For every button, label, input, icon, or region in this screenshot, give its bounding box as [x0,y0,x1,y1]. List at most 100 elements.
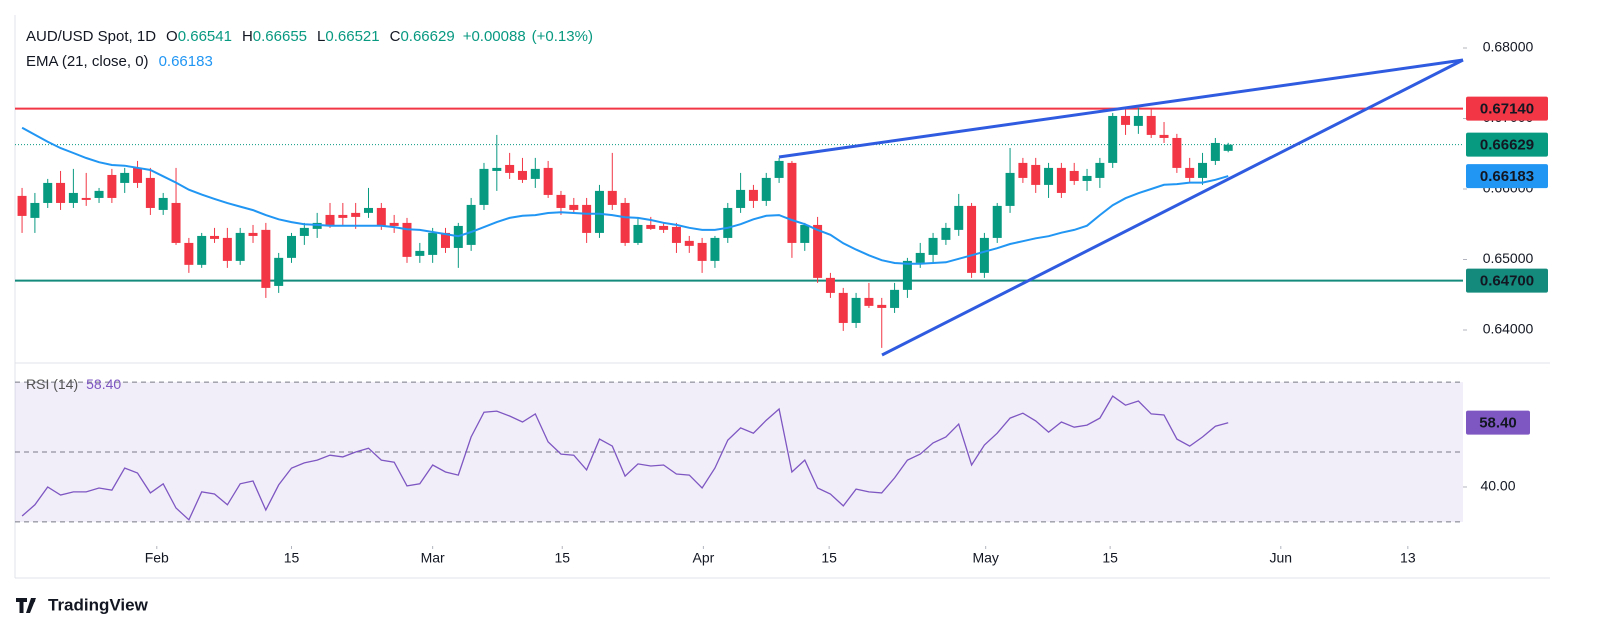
candle-body [646,224,656,229]
candle-body [569,204,579,210]
candle-body [428,232,438,255]
candle-body [1185,167,1195,178]
candle-body [736,189,746,208]
trend-line [881,58,1464,357]
candle-body [620,202,630,243]
candle-body [274,257,284,286]
x-tick-label: May [972,550,998,566]
ema-label: 0.66183 [1480,168,1534,185]
candle-body [1018,162,1028,178]
candle-body [902,260,912,290]
candle-body [30,202,40,218]
x-tick-label: 15 [284,550,300,566]
candle-body [1082,175,1092,181]
candle-body [94,190,104,198]
candle-body [877,304,887,308]
rsi-line [21,395,1229,521]
ohlc-value: 0.66521 [325,28,379,45]
trend-line [778,58,1464,159]
candle-body [633,224,643,243]
candle-body [325,214,335,225]
candle-body [505,164,515,173]
candle-body [389,222,399,226]
candle-body [210,235,220,239]
candle-body [235,232,245,261]
candle-body [864,297,874,306]
candle-body [928,237,938,255]
candle-body [671,226,681,243]
candle-body [941,227,951,240]
ohlc-value: 0.66655 [253,28,307,45]
candle-body [492,167,502,171]
rsi-value: 58.40 [86,376,121,392]
candle-body [479,168,489,205]
y-tick-label: 0.64000 [1483,321,1534,337]
ohlc-key: L [317,28,325,45]
candle-body [800,224,810,243]
candle-body [1159,134,1169,138]
candle-body [594,190,604,233]
candle-body [697,242,707,261]
x-tick-label: 13 [1400,550,1416,566]
ohlc-value: 0.66629 [400,28,454,45]
candle-body [338,214,348,218]
ohlc-value: 0.66541 [178,28,232,45]
rsi-header: RSI (14) 58.40 [26,376,121,392]
candle-body [81,197,91,200]
ema-label-bg [1466,164,1548,189]
candle-body [133,167,143,183]
candle-body [992,205,1002,238]
candle-body [530,168,540,179]
candle-body [684,240,694,246]
candle-body [582,204,592,233]
change-pct: (+0.13%) [532,28,593,45]
candle-body [1172,137,1182,168]
level-label: 0.64700 [1480,273,1534,290]
ema-header: EMA (21, close, 0) 0.66183 [26,53,213,70]
candle-body [1210,142,1220,161]
candle-body [607,190,617,205]
ema-line [21,126,1229,265]
candle-body [954,205,964,230]
level-label-bg [1466,268,1548,293]
ema-name: EMA (21, close, 0) [26,53,149,70]
price-panel [15,107,1463,348]
candle-body [158,197,168,210]
level-label: 0.67140 [1480,101,1534,118]
candle-body [1133,115,1143,126]
rsi-label: 58.40 [1479,415,1517,432]
candle-body [813,224,823,278]
candle-body [723,207,733,238]
candle-body [517,170,527,180]
candle-body [261,229,271,288]
candle-body [1056,167,1066,193]
candle-body [825,277,835,293]
candle-body [543,167,553,195]
rsi-panel [15,381,1463,523]
candle-body [299,227,309,236]
candle-body [43,182,53,203]
candle-body [120,172,130,183]
candle-body [145,177,155,208]
candle-body [440,232,450,248]
brand-logo [16,598,36,613]
candle-body [351,212,361,217]
change: +0.00088 [463,28,526,45]
candle-body [556,194,566,208]
candle-body [1069,170,1079,181]
candle-body [748,189,758,201]
x-tick-label: 15 [821,550,837,566]
candle-body [17,195,27,216]
x-tick-label: Jun [1270,550,1293,566]
candle-body [107,174,117,198]
candle-body [838,292,848,323]
candle-body [197,235,207,265]
candle-body [1146,115,1156,135]
axes: 0.640000.650000.660000.670000.680000.671… [145,39,1548,566]
candle-body [287,235,297,258]
candle-body [967,205,977,273]
candle-body [774,160,784,178]
candle-body [1121,115,1131,125]
candle-body [915,252,925,263]
